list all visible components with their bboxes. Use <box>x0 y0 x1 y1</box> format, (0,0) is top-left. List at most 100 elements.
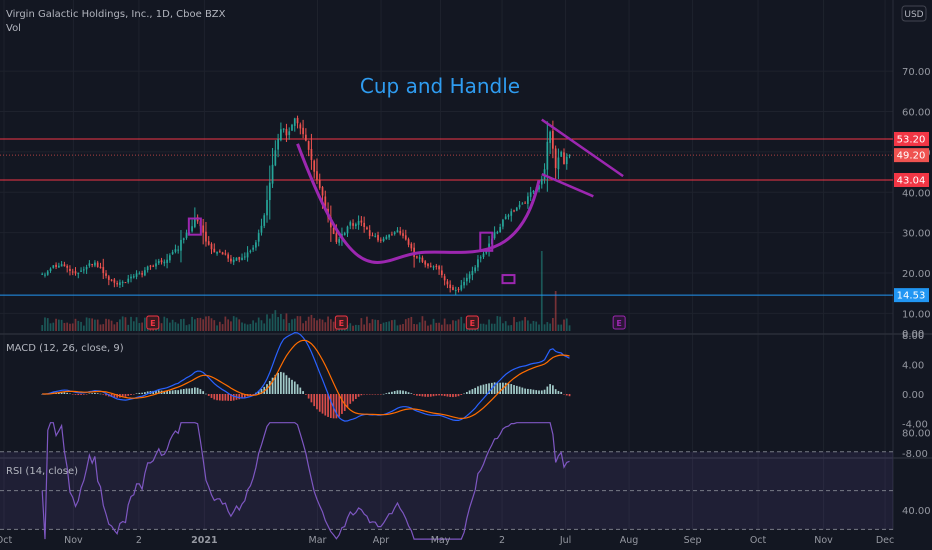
candle-body[interactable] <box>527 196 529 204</box>
cup-curve[interactable] <box>296 143 541 264</box>
candle-body[interactable] <box>71 271 74 273</box>
macd-signal-line[interactable] <box>42 339 570 420</box>
candle-body[interactable] <box>435 265 438 267</box>
candle-body[interactable] <box>157 260 160 264</box>
candle-body[interactable] <box>454 289 457 291</box>
candle-body[interactable] <box>524 202 526 204</box>
rsi-line[interactable] <box>41 422 570 540</box>
candle-body[interactable] <box>305 134 307 141</box>
candle-body[interactable] <box>465 277 468 282</box>
gap-box[interactable] <box>187 217 202 236</box>
candle-body[interactable] <box>102 267 105 274</box>
candle-body[interactable] <box>299 124 302 129</box>
candle-body[interactable] <box>160 260 163 263</box>
candle-body[interactable] <box>227 254 230 259</box>
candle-body[interactable] <box>210 243 213 250</box>
candle-body[interactable] <box>321 187 324 196</box>
candle-body[interactable] <box>141 273 143 275</box>
candle-body[interactable] <box>521 203 524 205</box>
candle-body[interactable] <box>416 256 418 258</box>
candle-body[interactable] <box>568 155 571 157</box>
volume-axis-tick[interactable]: 0.00 <box>902 329 924 340</box>
candle-body[interactable] <box>443 276 446 281</box>
candle-body[interactable] <box>363 222 366 228</box>
candle-body[interactable] <box>479 257 482 259</box>
candle-body[interactable] <box>202 225 205 233</box>
candle-body[interactable] <box>560 151 563 157</box>
candle-body[interactable] <box>404 235 407 240</box>
candle-body[interactable] <box>218 251 221 253</box>
candle-body[interactable] <box>354 224 357 227</box>
macd-axis-tick[interactable]: 0.00 <box>902 390 924 401</box>
cup-and-handle-pattern[interactable] <box>187 118 624 285</box>
price-axis-tick[interactable]: 10.00 <box>902 309 931 320</box>
gap-box[interactable] <box>501 274 516 285</box>
rsi-legend[interactable]: RSI (14, close) <box>6 466 78 477</box>
candle-body[interactable] <box>119 282 121 285</box>
candle-body[interactable] <box>549 131 551 143</box>
candle-body[interactable] <box>377 234 379 241</box>
candle-body[interactable] <box>368 230 371 236</box>
candle-body[interactable] <box>552 130 554 149</box>
gap-box[interactable] <box>479 231 494 252</box>
candle-body[interactable] <box>246 252 249 258</box>
time-axis-label[interactable]: Nov <box>814 535 833 546</box>
candle-body[interactable] <box>46 271 49 275</box>
rsi-axis-tick[interactable]: 40.00 <box>902 506 931 517</box>
candle-body[interactable] <box>163 261 166 264</box>
candle-body[interactable] <box>130 276 132 279</box>
candle-body[interactable] <box>360 220 363 223</box>
candle-body[interactable] <box>277 138 279 150</box>
candle-body[interactable] <box>460 285 463 290</box>
candle-body[interactable] <box>474 267 477 272</box>
candle-body[interactable] <box>96 262 99 267</box>
candle-body[interactable] <box>260 225 263 233</box>
candle-body[interactable] <box>513 210 515 212</box>
earnings-marker[interactable]: E <box>146 315 160 330</box>
candle-body[interactable] <box>285 129 288 136</box>
candle-body[interactable] <box>313 160 316 172</box>
candle-body[interactable] <box>166 259 168 263</box>
candle-body[interactable] <box>263 215 266 226</box>
candle-body[interactable] <box>99 266 102 269</box>
candle-body[interactable] <box>371 235 374 237</box>
horizontal-levels[interactable] <box>0 138 893 296</box>
candle-body[interactable] <box>44 274 46 276</box>
candle-body[interactable] <box>374 235 377 237</box>
candle-body[interactable] <box>324 196 327 209</box>
candle-body[interactable] <box>41 273 44 275</box>
candle-body[interactable] <box>335 233 338 242</box>
time-axis-label[interactable]: Sep <box>684 535 702 546</box>
candle-body[interactable] <box>213 248 216 253</box>
candle-body[interactable] <box>266 199 268 216</box>
candle-body[interactable] <box>540 178 543 185</box>
candle-body[interactable] <box>127 278 130 283</box>
candle-body[interactable] <box>57 265 60 268</box>
candle-body[interactable] <box>238 256 241 260</box>
candle-body[interactable] <box>488 243 490 250</box>
candle-body[interactable] <box>402 233 404 236</box>
candle-body[interactable] <box>282 128 285 130</box>
candle-body[interactable] <box>205 231 207 242</box>
candle-body[interactable] <box>77 272 80 275</box>
candle-body[interactable] <box>107 276 110 280</box>
candle-body[interactable] <box>291 124 293 131</box>
symbol-legend[interactable]: Virgin Galactic Holdings, Inc., 1D, Cboe… <box>6 9 226 20</box>
candle-body[interactable] <box>427 263 429 267</box>
candle-body[interactable] <box>85 266 88 270</box>
candle-body[interactable] <box>144 270 146 276</box>
candle-body[interactable] <box>424 261 427 265</box>
candle-body[interactable] <box>174 249 177 252</box>
candle-body[interactable] <box>69 268 71 272</box>
candle-body[interactable] <box>149 265 152 267</box>
candle-body[interactable] <box>346 226 349 234</box>
candle-body[interactable] <box>207 241 210 245</box>
candle-body[interactable] <box>88 263 91 266</box>
candle-body[interactable] <box>182 238 185 240</box>
candle-body[interactable] <box>146 266 149 271</box>
candle-body[interactable] <box>268 182 271 201</box>
candle-body[interactable] <box>496 231 499 234</box>
candle-body[interactable] <box>446 281 449 285</box>
macd-axis-tick[interactable]: -8.00 <box>902 449 928 460</box>
